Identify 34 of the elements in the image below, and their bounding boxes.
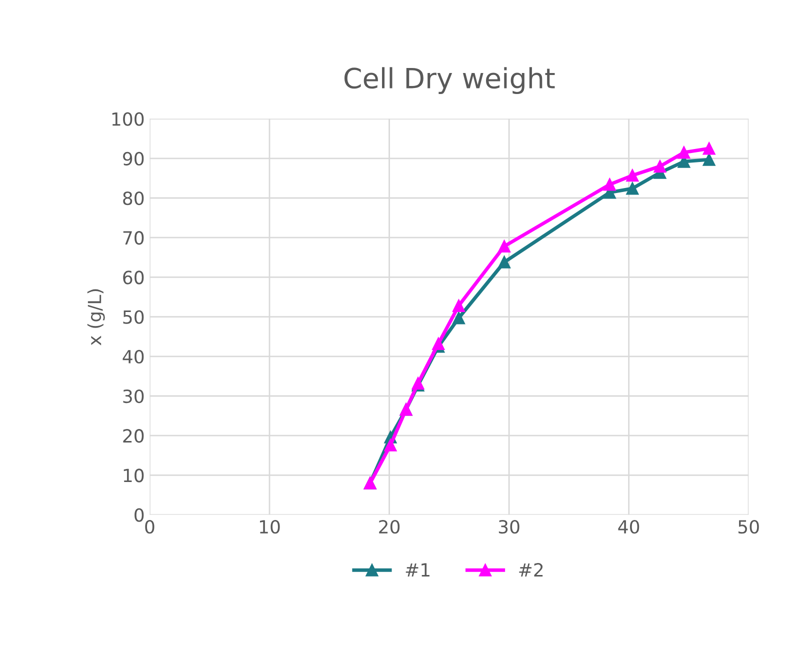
- x-tick-label: 0: [145, 520, 154, 534]
- y-axis-title: x (g/L): [87, 289, 105, 346]
- point: [702, 153, 716, 166]
- legend-label: #1: [406, 563, 430, 576]
- x-tick-label: 50: [738, 520, 759, 534]
- point: [654, 160, 666, 173]
- y-tick-label: 50: [123, 310, 144, 324]
- y-tick-label: 100: [112, 112, 144, 126]
- y-tick-label: 80: [123, 191, 144, 206]
- y-tick-label: 30: [123, 389, 144, 404]
- point: [626, 169, 639, 182]
- point: [702, 142, 716, 155]
- y-tick-label: 10: [124, 468, 144, 482]
- point: [498, 256, 511, 268]
- chart-title: Cell Dry weight: [344, 67, 555, 94]
- legend-label: #2: [519, 563, 543, 576]
- point: [498, 240, 511, 253]
- x-tick-label: 10: [260, 520, 280, 534]
- x-tick-label: 40: [618, 520, 640, 534]
- point: [626, 182, 639, 195]
- x-tick-label: 20: [379, 520, 400, 534]
- point: [603, 178, 616, 191]
- y-tick-label: 20: [123, 429, 144, 443]
- y-tick-label: 70: [123, 231, 144, 245]
- y-tick-label: 60: [123, 270, 144, 284]
- y-tick-label: 0: [134, 508, 144, 522]
- y-tick-label: 90: [123, 152, 144, 166]
- point: [432, 337, 445, 350]
- point: [678, 146, 690, 159]
- y-tick-label: 40: [122, 350, 144, 364]
- point: [452, 299, 465, 312]
- point: [452, 312, 465, 324]
- x-tick-label: 30: [498, 520, 520, 534]
- point: [384, 438, 397, 452]
